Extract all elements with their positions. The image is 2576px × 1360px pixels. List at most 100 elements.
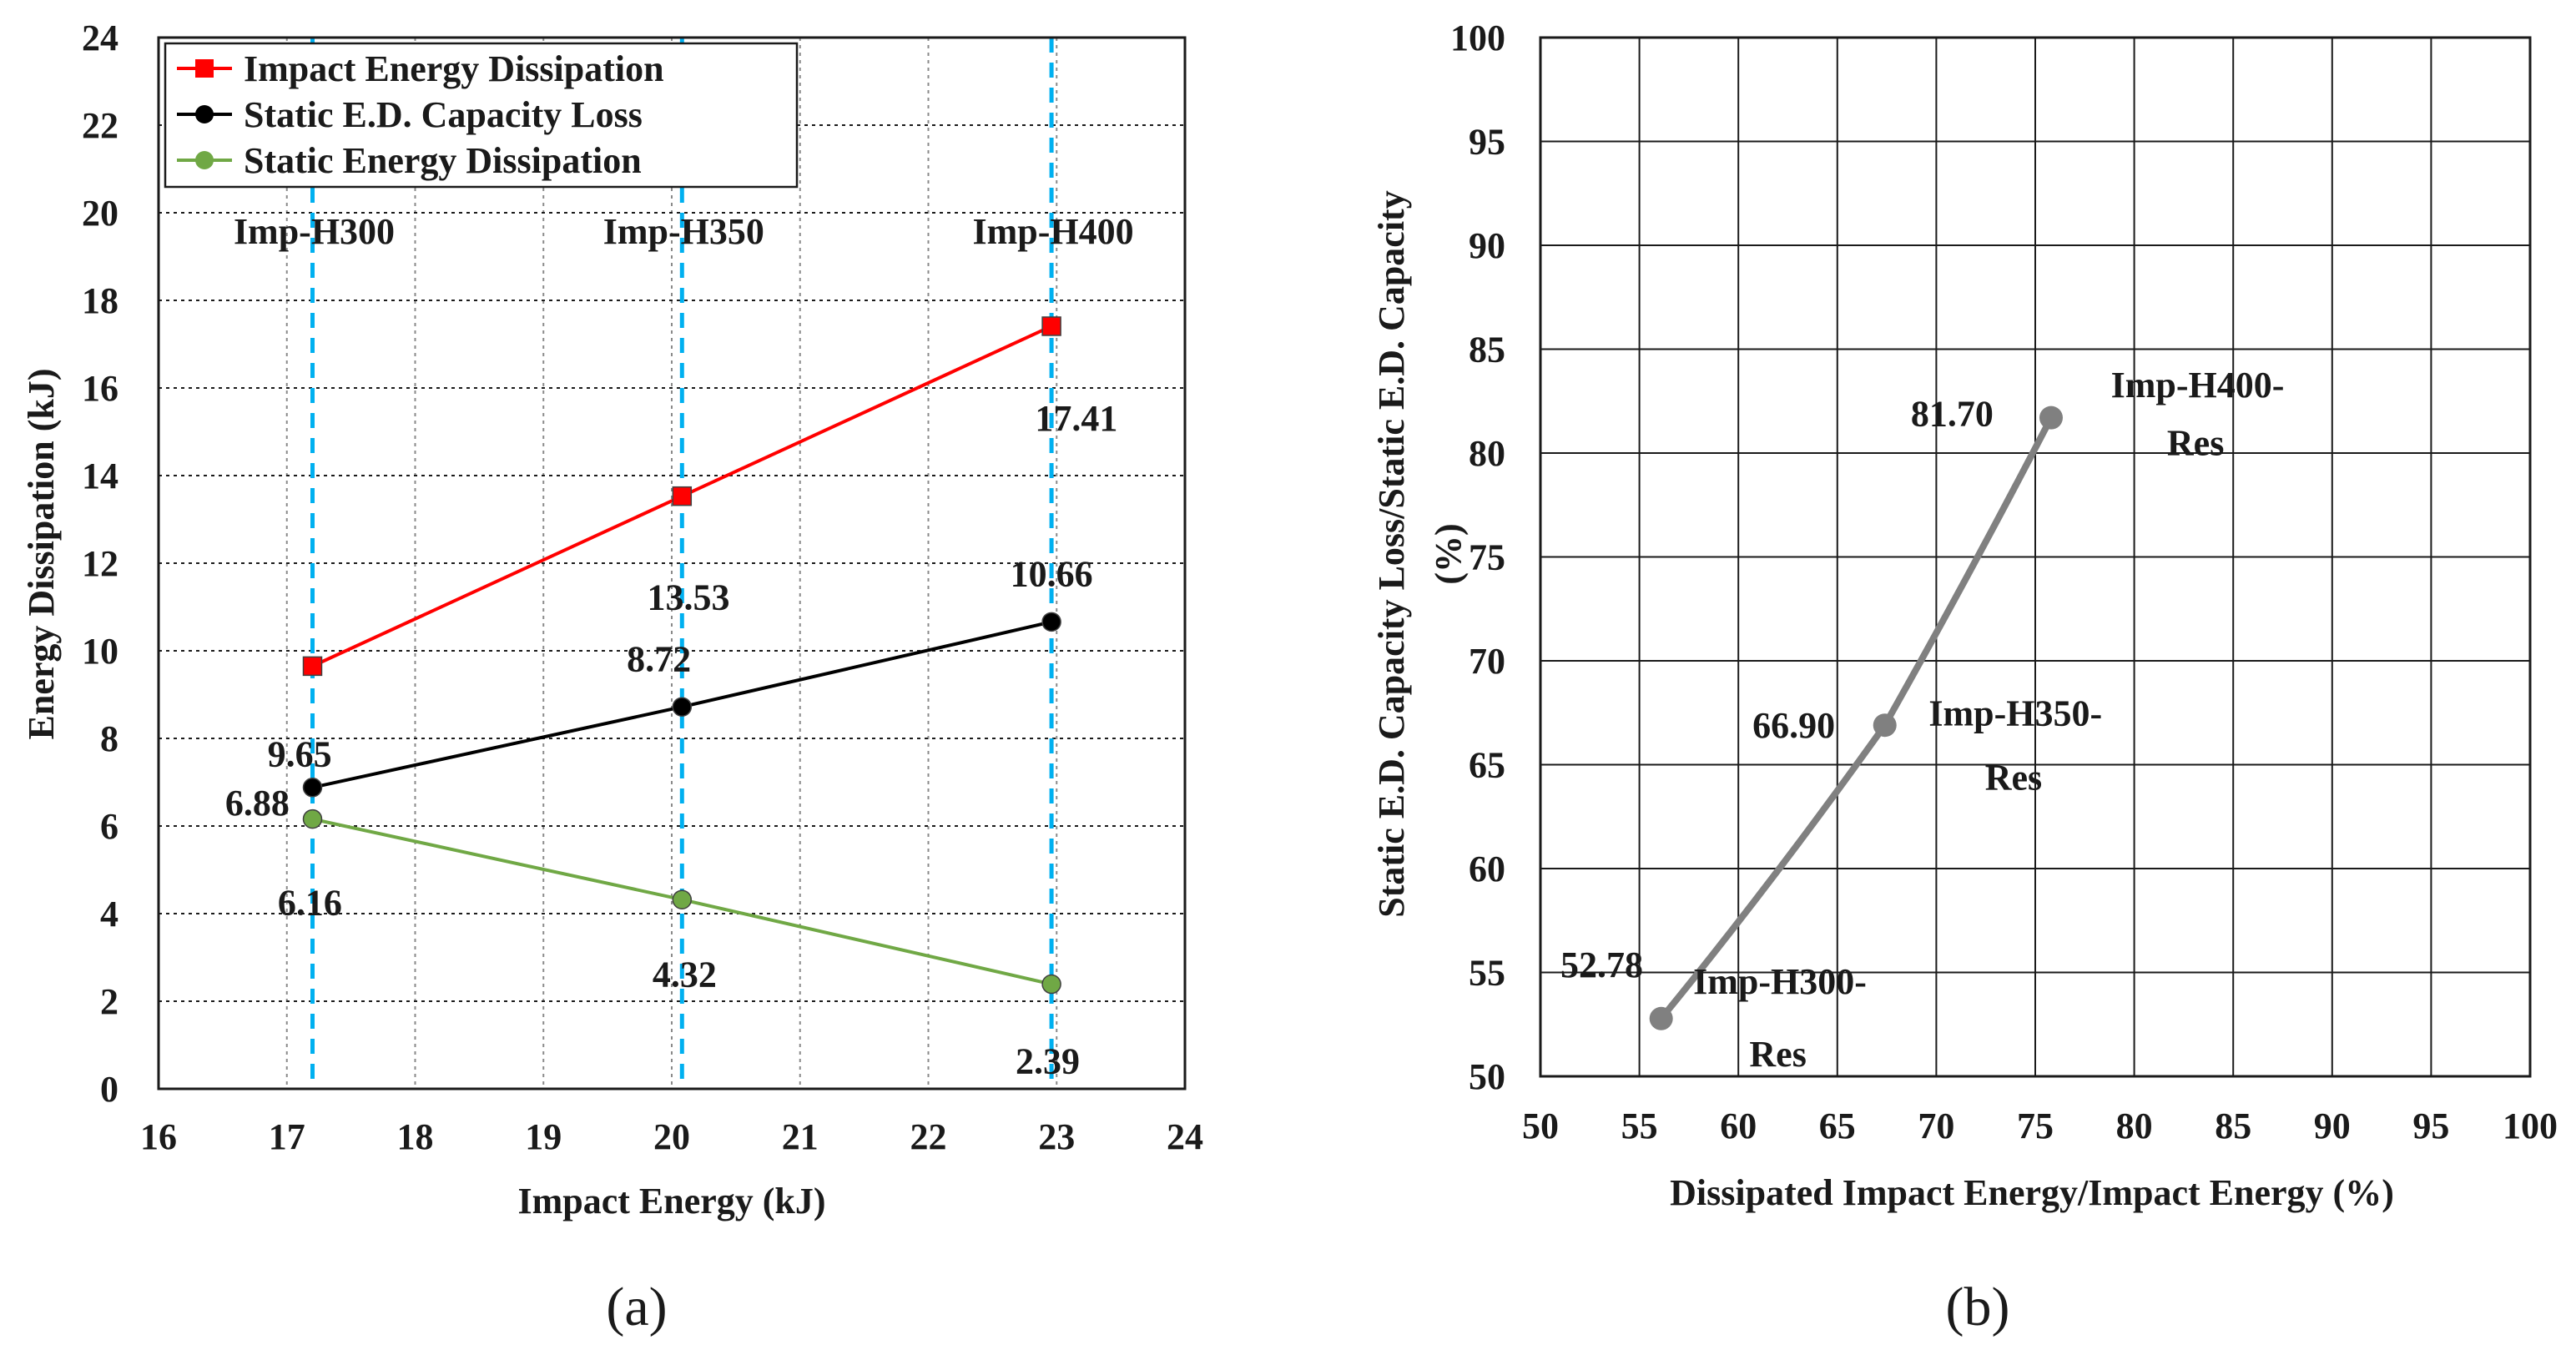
panel-a-y-tick-label: 20 (82, 193, 118, 234)
panel-b-data-labels: 52.78 Imp-H300- Res 66.90 Imp-H350- Res 81.70 I… (1560, 365, 2284, 1075)
panel-a-data-label: 6.88 (225, 783, 290, 824)
panel-b-point-name: Imp-H350- (1928, 693, 2102, 733)
panel-b-x-tick-label: 100 (2503, 1106, 2558, 1146)
panel-a-y-tick-label: 10 (82, 631, 118, 672)
panel-b-x-tick-labels: 50 55 60 65 70 75 80 85 90 95 100 (1522, 1106, 2558, 1146)
panel-b-point-name: Res (2167, 423, 2224, 464)
panel-a-legend-label: Static Energy Dissipation (244, 140, 642, 181)
panel-b-x-tick-label: 60 (1720, 1106, 1757, 1146)
panel-b-y-tick-labels: 50 55 60 65 70 75 80 85 90 95 100 (1450, 18, 1505, 1097)
panel-b-point-name: Imp-H300- (1693, 961, 1867, 1002)
panel-a-data-label: 17.41 (1035, 398, 1117, 439)
panel-a-data-label: 2.39 (1016, 1040, 1080, 1081)
panel-b-data-point (1873, 713, 1897, 738)
panel-b-y-tick-label: 65 (1469, 745, 1505, 786)
panel-a-y-tick-label: 8 (100, 718, 118, 759)
panel-b-y-tick-label: 90 (1469, 225, 1505, 266)
panel-b-y-axis-title-line-2: (%) (1428, 523, 1469, 584)
panel-a-legend-marker (195, 151, 214, 169)
panel-b-point-name: Res (1749, 1034, 1806, 1075)
panel-a-plot-frame (157, 36, 1187, 1091)
panel-b-x-tick-label: 85 (2215, 1106, 2251, 1146)
panel-b-y-axis-title-line-1: Static E.D. Capacity Loss/Static E.D. Ca… (1371, 190, 1412, 917)
panel-a-data-point (672, 486, 693, 506)
panel-a-data-labels: 9.65 13.53 17.41 6.88 8.72 10.66 6.16 4.32 2.39 (225, 398, 1118, 1081)
panel-a-x-tick-label: 21 (782, 1116, 819, 1157)
panel-b-gridlines (1540, 38, 2530, 1076)
panel-a-x-tick-label: 19 (525, 1116, 562, 1157)
panel-a-legend-marker (195, 59, 214, 78)
panel-a-x-tick-label: 16 (140, 1116, 177, 1157)
panel-b-x-tick-label: 70 (1918, 1106, 1954, 1146)
panel-a-x-tick-labels: 16 17 18 19 20 21 22 23 24 (140, 1116, 1203, 1157)
panel-b-y-tick-label: 100 (1450, 18, 1505, 58)
panel-a-x-tick-label: 18 (397, 1116, 434, 1157)
panel-a-gridlines (159, 38, 1185, 1089)
panel-a-series (302, 316, 1061, 995)
panel-b-x-tick-label: 50 (1522, 1106, 1559, 1146)
panel-b-x-tick-label: 65 (1819, 1106, 1856, 1146)
panel-b-data-point (1649, 1006, 1673, 1030)
panel-a-y-tick-label: 0 (100, 1069, 118, 1110)
panel-b-x-axis-title: Dissipated Impact Energy/Impact Energy (… (1670, 1172, 2394, 1213)
panel-a-legend-label: Impact Energy Dissipation (244, 48, 664, 89)
panel-b-y-tick-label: 55 (1469, 953, 1505, 994)
panel-a-data-point (1041, 974, 1061, 995)
panel-a-data-point (672, 889, 693, 909)
panel-a-y-tick-label: 4 (100, 894, 118, 934)
panel-b-value-label: 52.78 (1560, 944, 1643, 985)
panel-b-value-label: 66.90 (1752, 705, 1835, 746)
panel-b-x-tick-label: 95 (2412, 1106, 2449, 1146)
panel-a-legend-marker (195, 105, 214, 123)
panel-a-y-tick-label: 24 (82, 18, 118, 58)
panel-a-data-label: 6.16 (278, 882, 342, 923)
panel-a-data-label: 9.65 (268, 733, 332, 774)
panel-a-y-tick-label: 18 (82, 280, 118, 321)
panel-b-y-tick-label: 60 (1469, 849, 1505, 889)
panel-b-value-label: 81.70 (1911, 394, 1994, 435)
panel-a-reference-label: Imp-H400 (973, 211, 1134, 252)
panel-a-data-point (672, 697, 693, 717)
panel-b-y-tick-label: 75 (1469, 537, 1505, 578)
panel-b-y-tick-label: 85 (1469, 330, 1505, 370)
panel-a-chart: 16 17 18 19 20 21 22 23 24 024681012141618202224… (21, 18, 1203, 1337)
panel-a-legend-box (164, 42, 799, 189)
panel-a-reference-label: Imp-H350 (603, 211, 764, 252)
panel-a-label: (a) (606, 1277, 667, 1337)
panel-a-data-point (1041, 316, 1061, 336)
panel-a-y-tick-label: 22 (82, 105, 118, 146)
panel-a-data-label: 13.53 (647, 577, 729, 617)
panel-a-legend-label: Static E.D. Capacity Loss (244, 94, 643, 135)
panel-b-label: (b) (1946, 1277, 2010, 1337)
panel-a-data-point (1041, 612, 1061, 632)
panel-a-data-label: 8.72 (627, 638, 691, 679)
panel-a-data-point (302, 656, 323, 677)
panel-a-x-tick-label: 23 (1038, 1116, 1075, 1157)
panel-a-reference-label: Imp-H300 (234, 211, 395, 252)
panel-a-y-axis-title: Energy Dissipation (kJ) (21, 369, 62, 740)
panel-a-data-label: 4.32 (653, 954, 717, 995)
panel-a-data-label: 10.66 (1011, 554, 1093, 595)
panel-b-plot-frame (1539, 36, 2532, 1078)
panel-a-reference-lines (310, 38, 1054, 1089)
panel-b-point-name: Imp-H400- (2111, 365, 2285, 405)
panel-a-x-axis-title: Impact Energy (kJ) (517, 1181, 825, 1221)
panel-b-y-tick-label: 95 (1469, 122, 1505, 163)
panel-b-x-tick-label: 55 (1621, 1106, 1658, 1146)
panel-a-y-tick-label: 16 (82, 368, 118, 409)
panel-a-legend: Impact Energy Dissipation Static E.D. Cap… (164, 42, 799, 189)
panel-a-x-tick-label: 24 (1167, 1116, 1203, 1157)
panel-a-x-tick-label: 17 (269, 1116, 305, 1157)
panel-b-y-tick-label: 80 (1469, 433, 1505, 474)
panel-b-x-tick-label: 80 (2116, 1106, 2153, 1146)
panel-b-point-name: Res (1985, 757, 2042, 798)
panel-a-y-tick-label: 2 (100, 981, 118, 1022)
panel-b-data-point (2039, 405, 2063, 430)
panel-b-chart: 50 55 60 65 70 75 80 85 90 95 100 50 55 60 65 70 75 80 85… (1371, 18, 2558, 1337)
panel-a-x-tick-label: 22 (910, 1116, 947, 1157)
panel-a-data-point (302, 778, 323, 798)
panel-b-x-tick-label: 90 (2314, 1106, 2351, 1146)
panel-a-y-tick-label: 6 (100, 806, 118, 847)
